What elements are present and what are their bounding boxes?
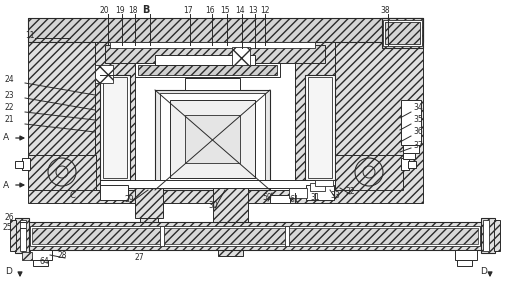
- Bar: [382, 20, 421, 46]
- Text: 19: 19: [115, 6, 124, 14]
- Bar: [28, 18, 422, 42]
- Bar: [135, 63, 279, 77]
- Bar: [22, 158, 30, 170]
- Bar: [20, 220, 26, 251]
- Bar: [105, 45, 324, 63]
- Bar: [160, 226, 164, 246]
- Bar: [155, 90, 269, 190]
- Text: 64: 64: [40, 258, 50, 266]
- Text: 31: 31: [309, 193, 319, 203]
- Text: 23: 23: [5, 91, 15, 99]
- Text: 20: 20: [100, 6, 109, 14]
- Bar: [32, 228, 477, 244]
- Bar: [15, 218, 29, 253]
- Bar: [10, 220, 16, 251]
- Text: 21: 21: [5, 115, 14, 125]
- Text: 37: 37: [412, 141, 422, 150]
- Text: 13: 13: [247, 6, 257, 14]
- Text: 35: 35: [412, 115, 422, 125]
- Bar: [381, 18, 422, 48]
- Text: B: B: [142, 5, 149, 15]
- Text: 16: 16: [205, 6, 214, 14]
- Bar: [454, 250, 476, 260]
- Bar: [307, 77, 331, 178]
- Text: 22: 22: [5, 103, 14, 112]
- Text: 14: 14: [235, 6, 244, 14]
- Bar: [30, 250, 52, 260]
- Bar: [269, 195, 290, 203]
- Text: 28: 28: [58, 251, 67, 259]
- Bar: [100, 180, 334, 188]
- Text: 25: 25: [3, 223, 13, 232]
- Bar: [25, 222, 484, 250]
- Bar: [213, 188, 247, 238]
- Bar: [140, 218, 158, 230]
- Bar: [185, 78, 240, 90]
- Text: 17: 17: [183, 6, 192, 14]
- Bar: [315, 180, 332, 186]
- Bar: [95, 42, 135, 190]
- Text: 61: 61: [290, 196, 299, 204]
- Bar: [169, 100, 254, 178]
- Text: A: A: [3, 134, 9, 142]
- Text: 38: 38: [379, 6, 389, 14]
- Bar: [334, 155, 402, 190]
- Text: 29: 29: [125, 196, 134, 204]
- Bar: [185, 115, 240, 163]
- Text: 34: 34: [412, 103, 422, 112]
- Bar: [155, 55, 254, 65]
- Bar: [100, 185, 128, 200]
- Bar: [33, 260, 48, 266]
- Bar: [30, 226, 479, 246]
- Bar: [289, 188, 306, 198]
- Text: D: D: [479, 267, 486, 277]
- Bar: [135, 188, 163, 218]
- Bar: [456, 260, 471, 266]
- Text: 30: 30: [208, 200, 217, 209]
- Bar: [482, 220, 488, 251]
- Text: 26: 26: [5, 213, 15, 223]
- Text: 15: 15: [219, 6, 229, 14]
- Bar: [400, 158, 408, 170]
- Bar: [95, 65, 113, 83]
- Bar: [402, 145, 418, 153]
- Bar: [309, 183, 324, 191]
- Bar: [402, 153, 414, 159]
- Bar: [28, 18, 422, 203]
- Bar: [103, 77, 127, 178]
- Bar: [304, 75, 334, 180]
- Text: 12: 12: [260, 6, 269, 14]
- Text: 11: 11: [25, 30, 35, 40]
- Text: 33: 33: [329, 192, 339, 200]
- Bar: [294, 42, 334, 190]
- Bar: [384, 22, 419, 44]
- Bar: [138, 65, 276, 75]
- Text: 32: 32: [344, 188, 354, 196]
- Bar: [480, 218, 494, 253]
- Bar: [217, 238, 242, 256]
- Bar: [15, 161, 23, 168]
- Text: C: C: [70, 191, 76, 200]
- Bar: [407, 161, 415, 168]
- Bar: [305, 185, 333, 200]
- Bar: [285, 226, 289, 246]
- Text: 24: 24: [5, 76, 15, 84]
- Bar: [95, 42, 334, 190]
- Bar: [28, 155, 96, 190]
- Text: 59: 59: [262, 193, 271, 203]
- Text: 27: 27: [135, 254, 145, 262]
- Text: 18: 18: [128, 6, 137, 14]
- Bar: [400, 100, 420, 145]
- Text: 36: 36: [412, 127, 422, 137]
- Bar: [100, 75, 130, 180]
- Bar: [110, 42, 315, 48]
- Bar: [232, 47, 249, 65]
- Text: D: D: [5, 267, 12, 277]
- Bar: [22, 252, 32, 260]
- Bar: [493, 220, 499, 251]
- Bar: [160, 93, 265, 186]
- Text: A: A: [3, 181, 9, 189]
